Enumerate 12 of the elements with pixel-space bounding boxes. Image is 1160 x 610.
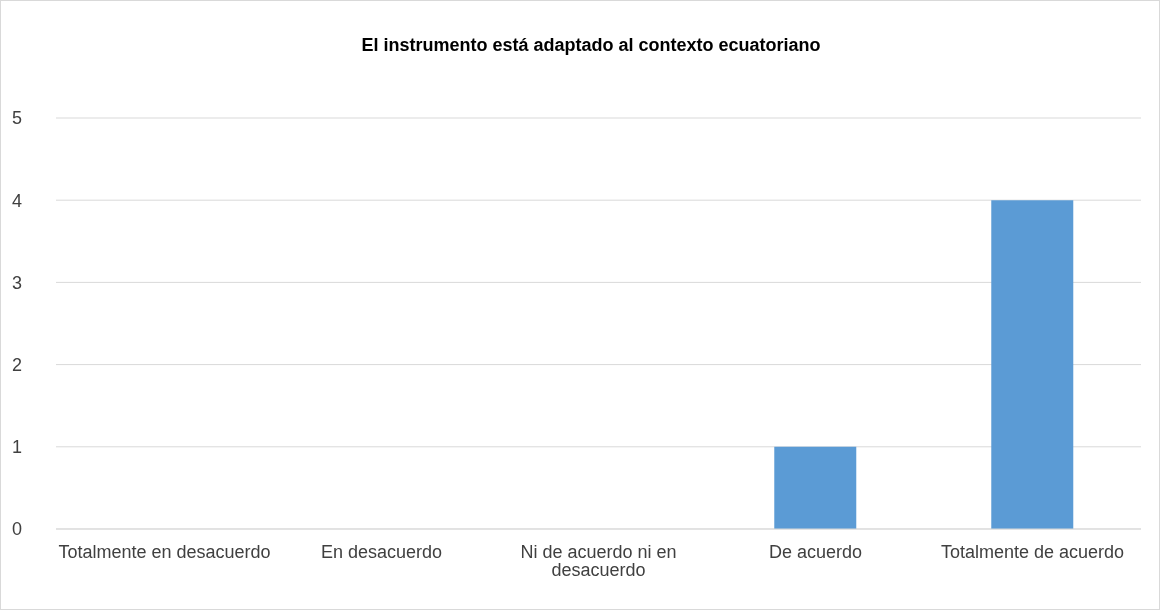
y-tick-label: 3 (11, 272, 22, 293)
y-tick-label: 4 (11, 190, 22, 211)
y-tick-label: 1 (11, 437, 22, 458)
y-tick-label: 2 (11, 354, 22, 375)
x-tick-label: En desacuerdo (320, 541, 443, 562)
y-tick-label: 5 (11, 108, 22, 129)
x-tick-label: Ni de acuerdo ni en desacuerdo (520, 541, 677, 580)
x-tick-label: De acuerdo (768, 541, 863, 562)
y-tick-label: 0 (11, 519, 22, 540)
chart-title: El instrumento está adaptado al contexto ecuatoriano (360, 35, 822, 56)
x-tick-label: Totalmente de acuerdo (940, 541, 1125, 562)
x-tick-label: Totalmente en desacuerdo (58, 541, 271, 562)
